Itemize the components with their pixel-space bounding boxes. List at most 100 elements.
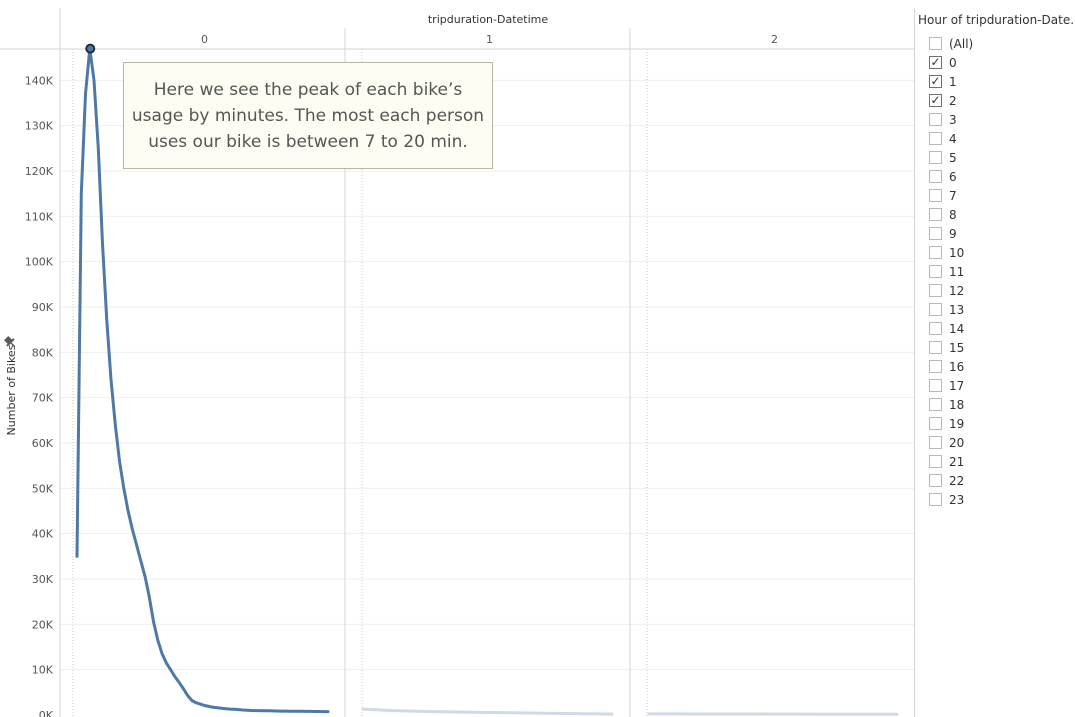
peak-marker[interactable] — [85, 43, 96, 54]
y-tick-label: 80K — [32, 346, 54, 359]
checkbox[interactable] — [929, 227, 942, 240]
filter-item-label: (All) — [949, 36, 974, 51]
filter-item-16[interactable]: 16 — [918, 357, 1075, 376]
filter-item-14[interactable]: 14 — [918, 319, 1075, 338]
annotation-text: Here we see the peak of each bike’s usag… — [131, 79, 485, 152]
y-axis-label: Number of Bikes — [5, 344, 18, 435]
checkbox-checked[interactable]: ✓ — [929, 94, 942, 107]
filter-item-5[interactable]: 5 — [918, 148, 1075, 167]
filter-item-22[interactable]: 22 — [918, 471, 1075, 490]
filter-item-15[interactable]: 15 — [918, 338, 1075, 357]
filter-item-6[interactable]: 6 — [918, 167, 1075, 186]
filter-item-label: 6 — [949, 169, 957, 184]
y-tick-label: 20K — [32, 618, 54, 631]
filter-item-19[interactable]: 19 — [918, 414, 1075, 433]
filter-item-label: 0 — [949, 55, 957, 70]
checkbox[interactable] — [929, 265, 942, 278]
check-icon: ✓ — [930, 74, 941, 88]
checkbox[interactable] — [929, 341, 942, 354]
y-tick-label: 120K — [25, 165, 54, 178]
y-tick-label: 50K — [32, 482, 54, 495]
filter-item-4[interactable]: 4 — [918, 129, 1075, 148]
checkbox[interactable] — [929, 417, 942, 430]
checkbox[interactable] — [929, 37, 942, 50]
checkbox[interactable] — [929, 379, 942, 392]
filter-item-label: 3 — [949, 112, 957, 127]
checkbox-checked[interactable]: ✓ — [929, 56, 942, 69]
filter-item-label: 15 — [949, 340, 965, 355]
filter-item-label: 18 — [949, 397, 965, 412]
series-line-panel-1 — [361, 707, 614, 716]
y-tick-label: 140K — [25, 74, 54, 87]
y-tick-label: 30K — [32, 573, 54, 586]
checkbox[interactable] — [929, 170, 942, 183]
filter-item-11[interactable]: 11 — [918, 262, 1075, 281]
hour-filter-panel: Hour of tripduration-Date.. (All) ✓ 0 ✓ 1 ✓ 2 3… — [918, 0, 1075, 717]
checkbox[interactable] — [929, 360, 942, 373]
filter-item-0[interactable]: ✓ 0 — [918, 53, 1075, 72]
filter-item-18[interactable]: 18 — [918, 395, 1075, 414]
filter-item-label: 10 — [949, 245, 965, 260]
checkbox[interactable] — [929, 303, 942, 316]
filter-item-label: 21 — [949, 454, 965, 469]
checkbox[interactable] — [929, 208, 942, 221]
checkbox[interactable] — [929, 322, 942, 335]
filter-item-2[interactable]: ✓ 2 — [918, 91, 1075, 110]
annotation-box: Here we see the peak of each bike’s usag… — [123, 62, 493, 169]
filter-item-label: 14 — [949, 321, 965, 336]
checkbox[interactable] — [929, 398, 942, 411]
checkbox[interactable] — [929, 493, 942, 506]
filter-item-label: 11 — [949, 264, 965, 279]
checkbox-checked[interactable]: ✓ — [929, 75, 942, 88]
filter-item-label: 17 — [949, 378, 965, 393]
checkbox[interactable] — [929, 132, 942, 145]
series-lines — [75, 43, 899, 716]
filter-item-21[interactable]: 21 — [918, 452, 1075, 471]
checkbox[interactable] — [929, 455, 942, 468]
checkbox[interactable] — [929, 113, 942, 126]
checkbox[interactable] — [929, 474, 942, 487]
y-tick-label: 60K — [32, 437, 54, 450]
filter-item-label: 9 — [949, 226, 957, 241]
filter-item-7[interactable]: 7 — [918, 186, 1075, 205]
filter-item-17[interactable]: 17 — [918, 376, 1075, 395]
filter-item-1[interactable]: ✓ 1 — [918, 72, 1075, 91]
y-tick-label: 130K — [25, 120, 54, 133]
checkbox[interactable] — [929, 189, 942, 202]
panel-header-0: 0 — [201, 33, 208, 46]
y-tick-label: 10K — [32, 664, 54, 677]
filter-item-label: 5 — [949, 150, 957, 165]
y-tick-label: 100K — [25, 256, 54, 269]
filter-item-8[interactable]: 8 — [918, 205, 1075, 224]
y-tick-label: 90K — [32, 301, 54, 314]
filter-item-label: 12 — [949, 283, 965, 298]
y-tick-label: 0K — [39, 709, 54, 717]
filter-item-20[interactable]: 20 — [918, 433, 1075, 452]
filter-item-12[interactable]: 12 — [918, 281, 1075, 300]
filter-item-all[interactable]: (All) — [918, 34, 1075, 53]
filter-item-3[interactable]: 3 — [918, 110, 1075, 129]
filter-item-label: 8 — [949, 207, 957, 222]
filter-item-label: 13 — [949, 302, 965, 317]
panel-header-2: 2 — [771, 33, 778, 46]
series-line-panel-0 — [75, 47, 330, 714]
checkbox[interactable] — [929, 246, 942, 259]
checkbox[interactable] — [929, 151, 942, 164]
filter-item-label: 16 — [949, 359, 965, 374]
y-tick-label: 70K — [32, 392, 54, 405]
filter-item-13[interactable]: 13 — [918, 300, 1075, 319]
filter-item-label: 2 — [949, 93, 957, 108]
filter-item-label: 1 — [949, 74, 957, 89]
checkbox[interactable] — [929, 436, 942, 449]
y-tick-label: 40K — [32, 528, 54, 541]
y-tick-label: 110K — [25, 210, 54, 223]
y-axis-ticks: 0K 10K 20K 30K 40K 50K 60K 70K 80K 90K 100K 110K 120… — [25, 74, 54, 717]
filter-item-10[interactable]: 10 — [918, 243, 1075, 262]
checkbox[interactable] — [929, 284, 942, 297]
filter-item-23[interactable]: 23 — [918, 490, 1075, 509]
panel-header-1: 1 — [486, 33, 493, 46]
filter-item-label: 22 — [949, 473, 965, 488]
filter-item-label: 7 — [949, 188, 957, 203]
check-icon: ✓ — [930, 55, 941, 69]
filter-item-9[interactable]: 9 — [918, 224, 1075, 243]
